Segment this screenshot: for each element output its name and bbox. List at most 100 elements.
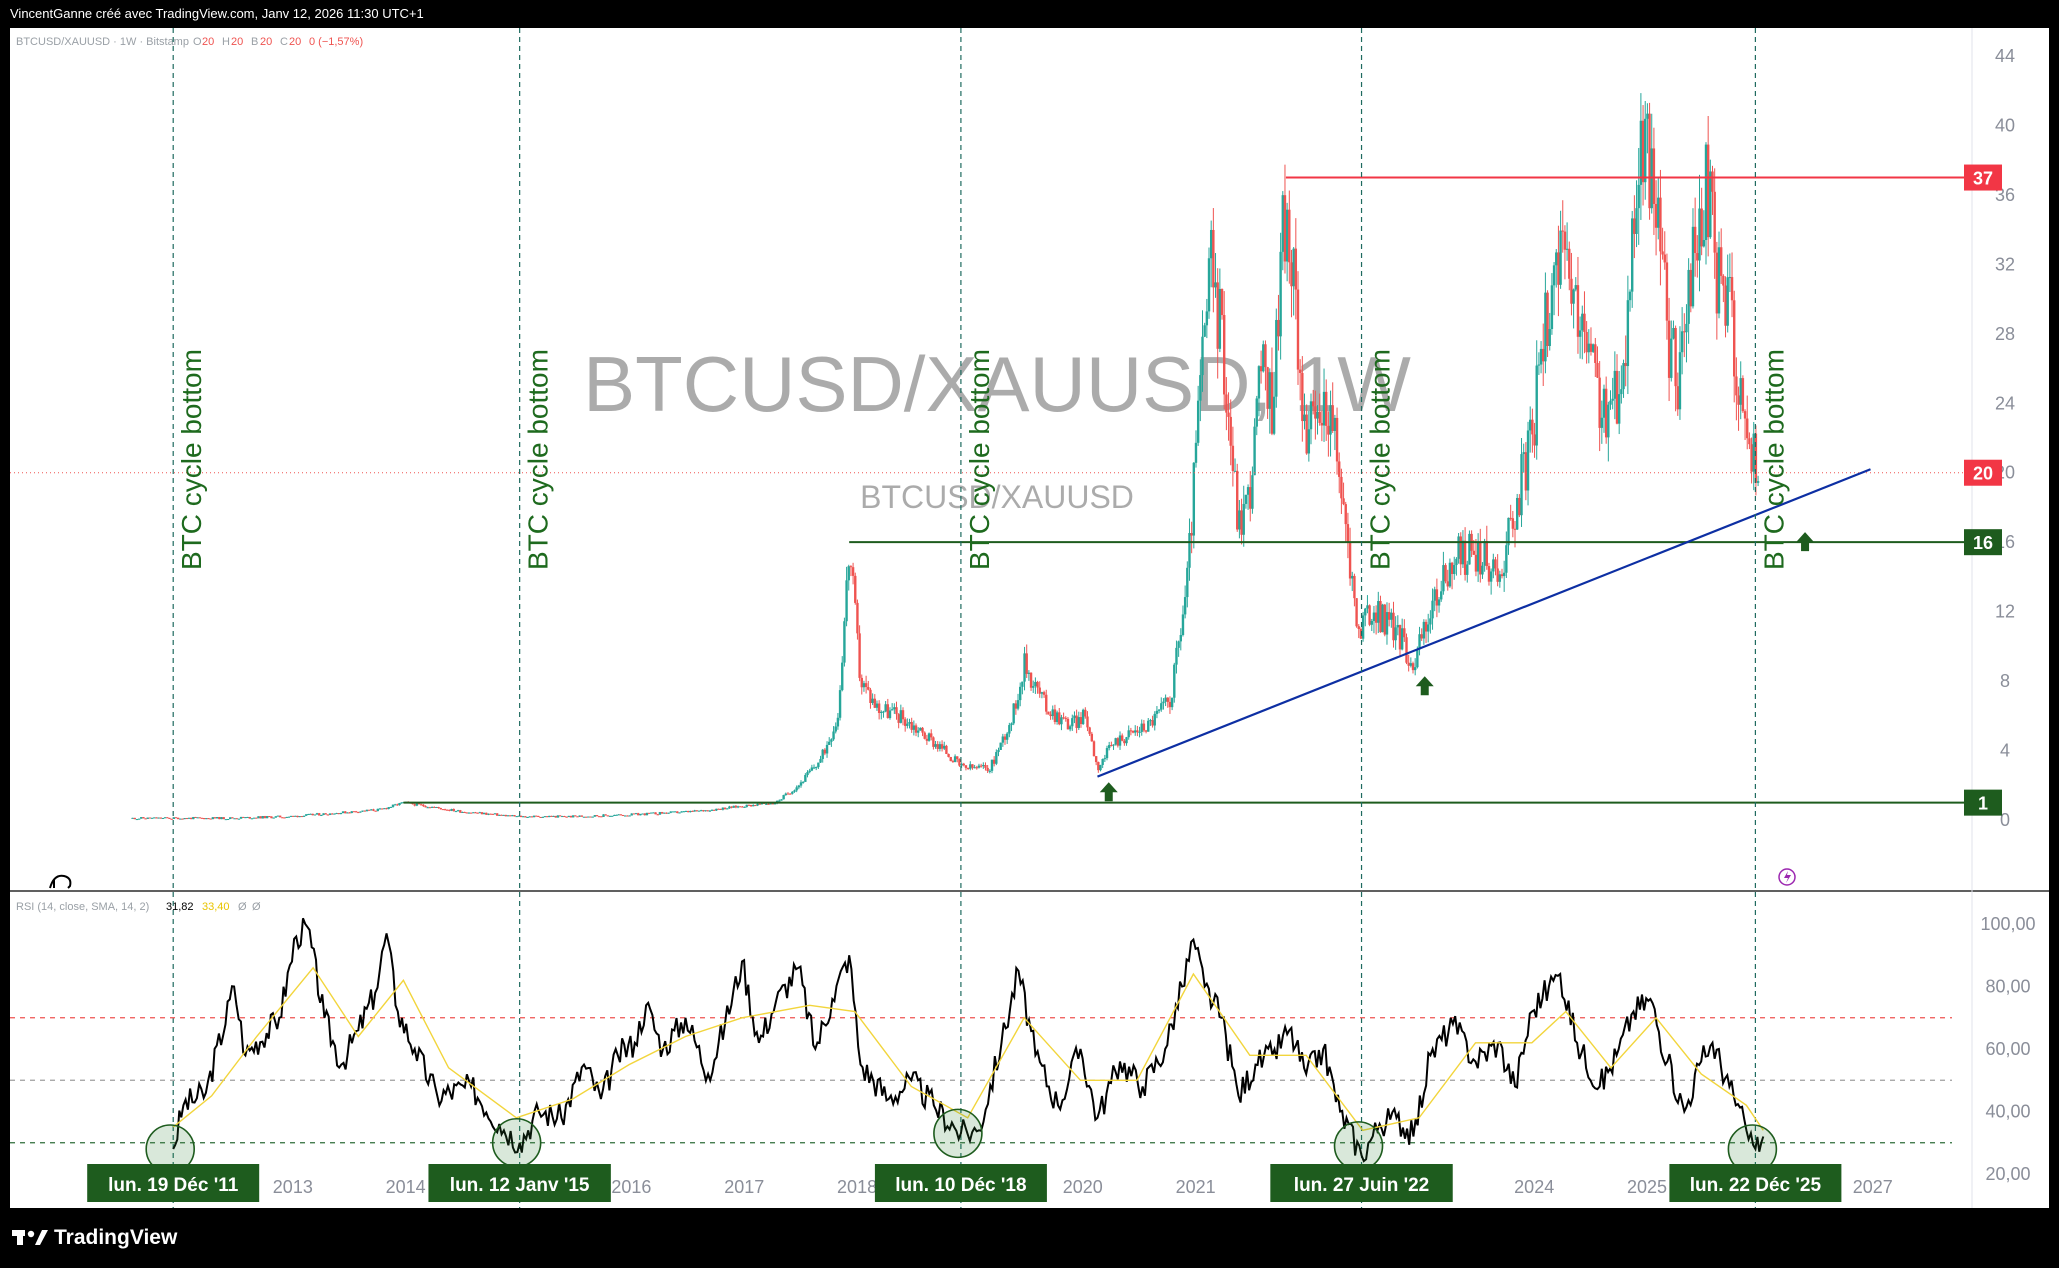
candle-body	[1110, 745, 1113, 747]
rsi-tick-label: 40,00	[1985, 1102, 2030, 1122]
candle-body	[673, 811, 677, 813]
candle-body	[1522, 452, 1525, 455]
candle-body	[1010, 723, 1013, 726]
candle-body	[639, 814, 642, 816]
candle-body	[502, 814, 505, 816]
candle-body	[660, 812, 664, 814]
candle-body	[522, 816, 525, 818]
candle-body	[921, 727, 924, 733]
candle-body	[263, 816, 267, 819]
candle-body	[417, 803, 421, 805]
candle-body	[1034, 681, 1037, 687]
candle-body	[487, 813, 490, 815]
candle-body	[1003, 736, 1007, 740]
candle-body	[213, 817, 217, 819]
candle-body	[1633, 218, 1636, 234]
candle-body	[1246, 487, 1250, 495]
candle-body	[133, 817, 136, 820]
candle-body	[1327, 425, 1330, 435]
candle-body	[927, 733, 931, 741]
candle-body	[1223, 315, 1226, 395]
candle-body	[821, 749, 824, 760]
candle-body	[255, 817, 258, 819]
candle-body	[446, 809, 449, 811]
candle-body	[1518, 497, 1521, 516]
candle-body	[1498, 574, 1502, 582]
candle-body	[274, 816, 278, 818]
candle-body	[1316, 411, 1319, 419]
legend-close-label: C	[280, 36, 288, 48]
candle-body	[769, 803, 772, 805]
candle-body	[337, 813, 340, 815]
candle-body	[1574, 285, 1577, 290]
candle-body	[1086, 716, 1089, 728]
candle-body	[1752, 433, 1755, 472]
chart-panel[interactable]: BTCUSD/XAUUSD, 1W BTCUSD/XAUUSD BTCUSD/X…	[10, 28, 2049, 1208]
candle-body	[1678, 352, 1682, 410]
dino-icon[interactable]	[49, 874, 72, 889]
candle-body	[1561, 230, 1564, 232]
candle-body	[398, 803, 401, 806]
candle-body	[916, 730, 920, 733]
candle-body	[893, 707, 896, 710]
candle-body	[1231, 445, 1235, 471]
candle-body	[1526, 430, 1530, 491]
tradingview-logo-icon	[12, 1230, 48, 1245]
candle-body	[1557, 252, 1560, 285]
candle-body	[808, 770, 811, 773]
time-tick-label: 2017	[724, 1177, 764, 1197]
candle-body	[1515, 497, 1519, 530]
candle-body	[1290, 262, 1293, 287]
candle-body	[459, 810, 462, 813]
candle-body	[1585, 331, 1588, 353]
candle-body	[144, 818, 147, 820]
candle-body	[318, 813, 321, 816]
lightning-icon[interactable]	[1778, 868, 1796, 886]
candle-body	[869, 689, 872, 704]
candle-body	[430, 806, 434, 808]
candle-body	[925, 738, 929, 741]
candle-body	[1138, 731, 1141, 733]
candle-body	[1416, 649, 1419, 668]
candle-body	[1687, 269, 1690, 324]
candle-body	[291, 815, 295, 817]
candle-body	[984, 765, 987, 768]
candle-body	[196, 817, 199, 819]
candle-body	[1227, 412, 1230, 417]
candle-body	[1288, 209, 1291, 263]
candle-body	[650, 812, 653, 814]
candle-body	[1524, 452, 1528, 491]
candle-body	[637, 813, 640, 816]
candle-body	[1051, 709, 1054, 717]
candle-body	[1177, 641, 1180, 648]
candle-body	[1461, 540, 1465, 565]
candle-body	[137, 818, 141, 820]
candle-body	[797, 785, 801, 788]
candle-body	[226, 818, 230, 820]
candle-body	[1398, 625, 1402, 650]
candle-body	[552, 815, 555, 817]
candle-body	[658, 812, 662, 815]
candle-body	[495, 813, 499, 816]
rsi-legend-title: RSI (14, close, SMA, 14, 2)	[16, 901, 149, 913]
candle-body	[619, 814, 623, 816]
candle-body	[489, 813, 492, 815]
candle-body	[643, 813, 646, 816]
candle-body	[1702, 240, 1706, 247]
tradingview-logo[interactable]: TradingView	[12, 1226, 177, 1250]
candle-body	[1160, 703, 1163, 710]
candle-body	[1175, 647, 1178, 665]
candle-body	[1112, 744, 1115, 746]
candle-body	[1485, 541, 1489, 567]
candle-body	[1709, 171, 1712, 238]
candle-body	[1474, 554, 1478, 572]
candle-body	[209, 818, 212, 820]
candle-body	[467, 812, 471, 814]
chart-canvas[interactable]: BTCUSD/XAUUSD, 1W BTCUSD/XAUUSD BTCUSD/X…	[10, 28, 2049, 1208]
candle-body	[1344, 504, 1347, 525]
candle-body	[363, 810, 366, 812]
candle-body	[1088, 727, 1091, 734]
candle-body	[220, 817, 223, 820]
candle-body	[858, 633, 861, 678]
price-tick-label: 12	[1995, 602, 2015, 622]
